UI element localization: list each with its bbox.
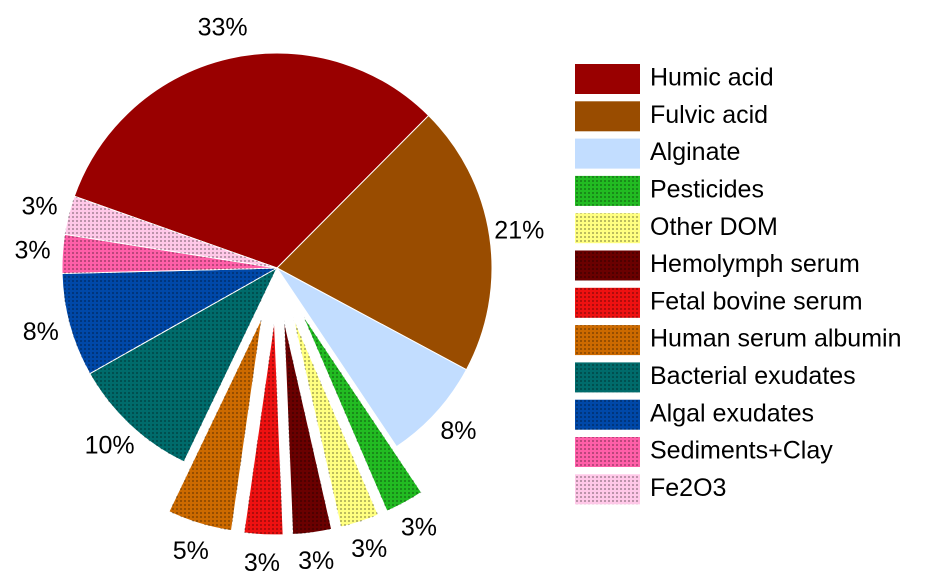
value-label: 10% bbox=[85, 432, 135, 460]
pie-slice bbox=[276, 114, 493, 371]
legend: Humic acid Fulvic acid Alginate Pesticides O… bbox=[575, 64, 902, 505]
value-label: 3% bbox=[401, 513, 437, 541]
pie: 33% 21% 8% 3% 3% 3% 3% 5% 10% 8% 3% 3% bbox=[14, 14, 544, 578]
legend-label: Fulvic acid bbox=[650, 101, 768, 129]
value-label: 5% bbox=[173, 537, 209, 565]
slice-pattern bbox=[62, 234, 277, 274]
legend-label: Sediments+Clay bbox=[650, 437, 833, 465]
slice-pattern bbox=[64, 196, 277, 268]
legend-swatch bbox=[575, 138, 640, 169]
slice-pattern bbox=[243, 319, 284, 535]
value-label: 3% bbox=[14, 236, 50, 264]
legend-pattern bbox=[575, 399, 640, 430]
legend-pattern bbox=[575, 437, 640, 467]
value-label: 3% bbox=[298, 547, 334, 575]
legend-pattern bbox=[575, 362, 640, 393]
value-label: 3% bbox=[244, 549, 280, 577]
legend-pattern bbox=[575, 474, 640, 505]
pie-slice bbox=[73, 52, 430, 269]
legend-label: Alginate bbox=[650, 138, 740, 166]
slice-pattern bbox=[62, 268, 277, 374]
legend-label: Fe2O3 bbox=[650, 474, 726, 502]
legend-pattern bbox=[575, 250, 640, 281]
value-label: 21% bbox=[494, 217, 544, 245]
legend-label: Humic acid bbox=[650, 64, 774, 92]
value-label: 8% bbox=[440, 417, 476, 445]
legend-pattern bbox=[575, 287, 640, 318]
legend-label: Hemolymph serum bbox=[650, 250, 860, 278]
legend-swatch bbox=[575, 101, 640, 132]
value-label: 3% bbox=[351, 535, 387, 563]
pie-slice bbox=[276, 267, 468, 448]
slice-pattern bbox=[168, 317, 262, 531]
legend-label: Human serum albumin bbox=[650, 325, 902, 353]
legend-label: Fetal bovine serum bbox=[650, 287, 863, 315]
legend-label: Algal exudates bbox=[650, 399, 814, 427]
legend-label: Other DOM bbox=[650, 213, 778, 241]
legend-pattern bbox=[575, 325, 640, 356]
legend-label: Bacterial exudates bbox=[650, 362, 856, 390]
value-label: 8% bbox=[23, 318, 59, 346]
slice-pattern bbox=[283, 319, 332, 535]
value-label: 3% bbox=[21, 192, 57, 220]
slice-pattern bbox=[301, 313, 422, 512]
slice-pattern bbox=[89, 268, 277, 462]
legend-pattern bbox=[575, 175, 640, 206]
legend-swatch bbox=[575, 64, 640, 94]
legend-label: Pesticides bbox=[650, 176, 764, 204]
legend-pattern bbox=[575, 213, 640, 244]
value-label: 33% bbox=[198, 14, 248, 42]
slice-pattern bbox=[293, 317, 379, 528]
